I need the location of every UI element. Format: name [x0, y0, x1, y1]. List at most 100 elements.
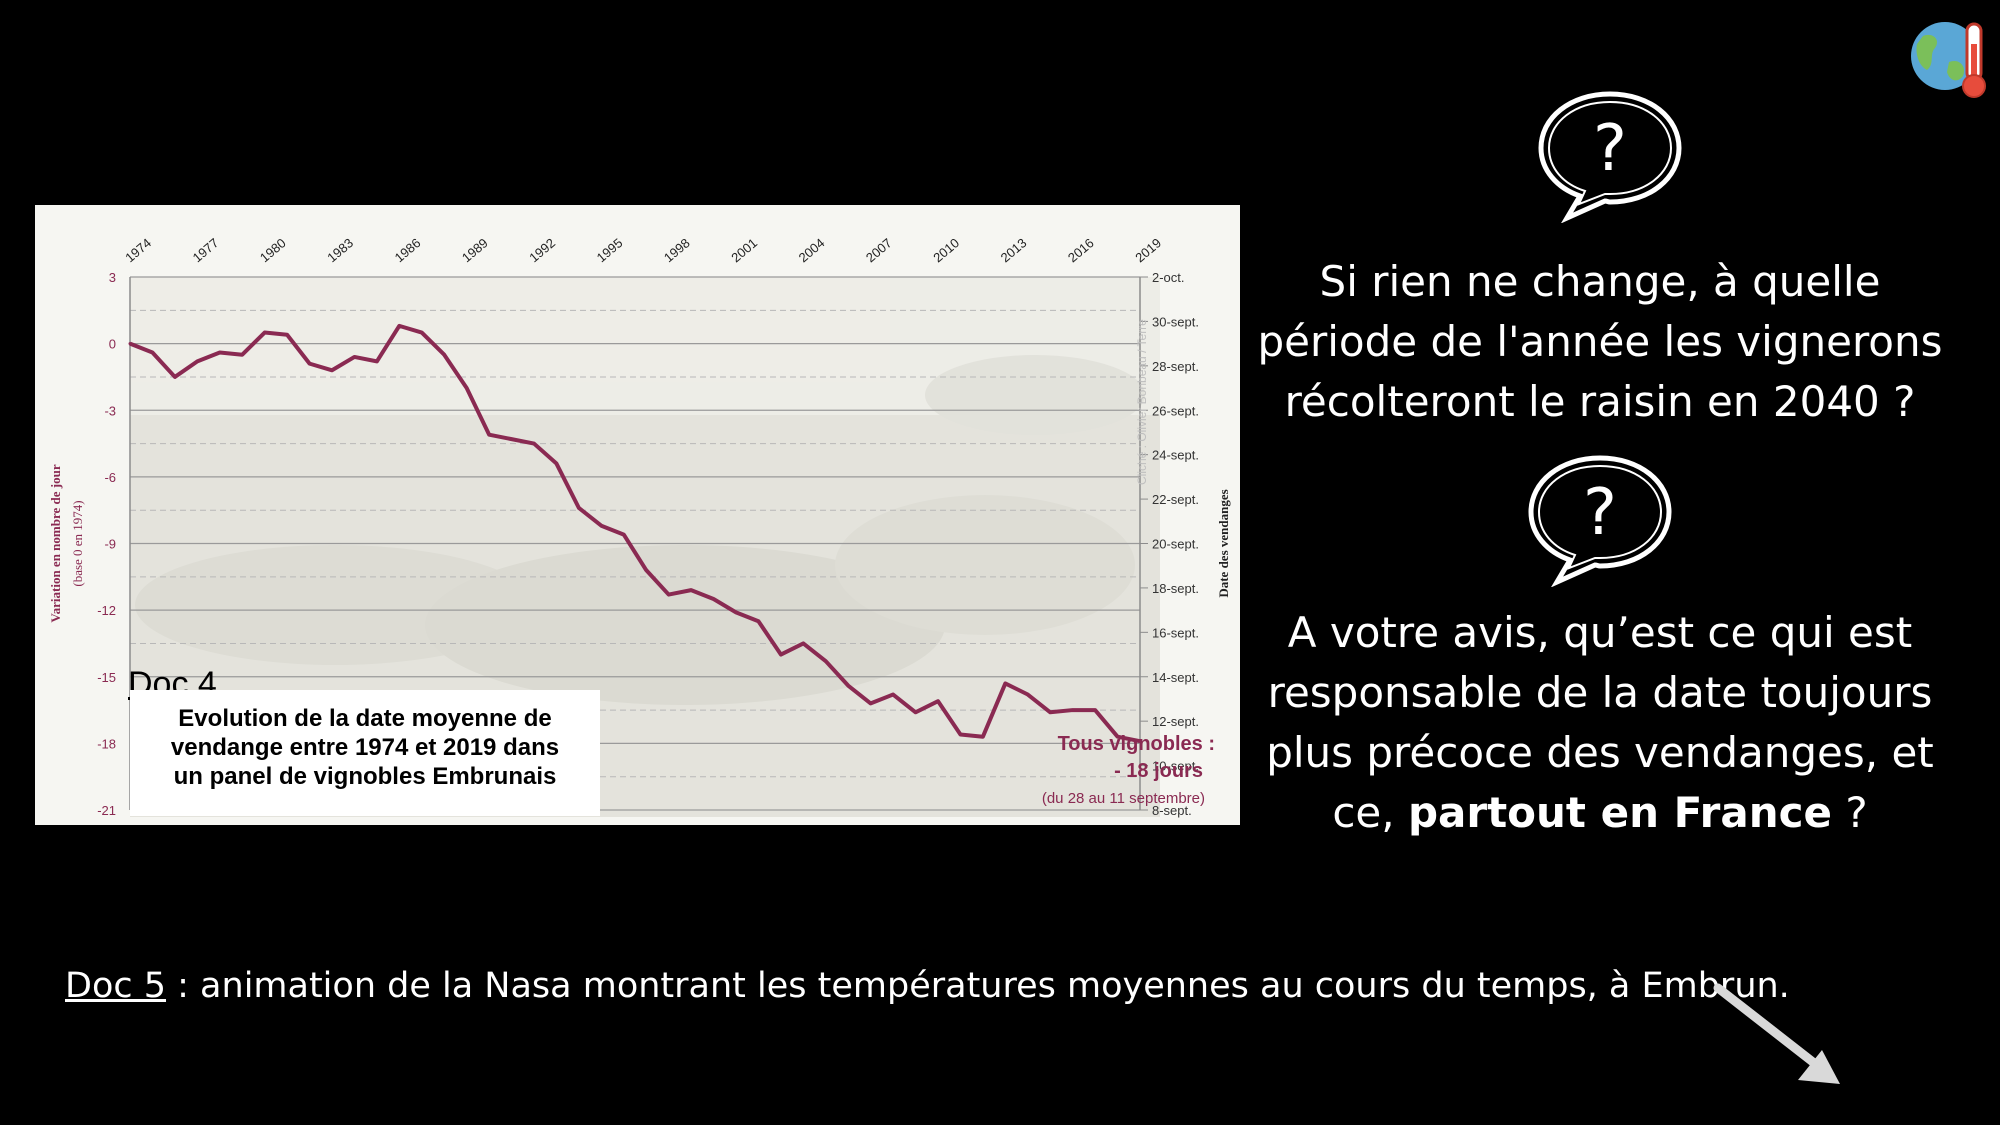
- y2-tick-label: 18-sept.: [1152, 581, 1199, 596]
- y2-tick-label: 8-sept.: [1152, 803, 1192, 818]
- x-tick-label: 2004: [796, 235, 828, 265]
- data-point: [1048, 710, 1052, 714]
- data-point: [308, 362, 312, 366]
- data-point: [577, 506, 581, 510]
- data-point: [465, 386, 469, 390]
- data-point: [554, 462, 558, 466]
- data-point: [599, 524, 603, 528]
- y-tick-label: -18: [97, 736, 116, 751]
- data-point: [1071, 708, 1075, 712]
- data-point: [622, 533, 626, 537]
- y2-tick-label: 26-sept.: [1152, 403, 1199, 418]
- x-tick-label: 1995: [594, 235, 626, 265]
- data-point: [667, 593, 671, 597]
- y-tick-label: -12: [97, 603, 116, 618]
- question-1-line-1: Si rien ne change, à quelle: [1319, 257, 1881, 306]
- data-point: [397, 324, 401, 328]
- y2-tick-label: 10-sept.: [1152, 759, 1199, 774]
- data-point: [869, 701, 873, 705]
- data-point: [218, 351, 222, 355]
- x-tick-label: 1992: [526, 235, 558, 265]
- vineyard-photo-background: [130, 277, 1160, 817]
- y-tick-label: 3: [109, 270, 116, 285]
- x-tick-label: 2001: [728, 235, 760, 265]
- data-point: [173, 375, 177, 379]
- question-1-line-3: récolteront le raisin en 2040 ?: [1284, 377, 1916, 426]
- data-point: [801, 641, 805, 645]
- y-tick-label: -15: [97, 670, 116, 685]
- chart-caption: Evolution de la date moyenne de vendange…: [130, 690, 600, 816]
- data-point: [532, 442, 536, 446]
- data-point: [936, 699, 940, 703]
- data-point: [263, 331, 267, 335]
- y2-tick-label: 24-sept.: [1152, 448, 1199, 463]
- doc5-label: Doc 5: [65, 966, 167, 1006]
- caption-line-1: Evolution de la date moyenne de: [178, 705, 552, 732]
- data-point: [1116, 735, 1120, 739]
- y2-tick-label: 30-sept.: [1152, 314, 1199, 329]
- data-point: [128, 342, 132, 346]
- annotation-value: - 18 jours: [1114, 760, 1203, 782]
- y2-tick-label: 20-sept.: [1152, 537, 1199, 552]
- data-point: [442, 353, 446, 357]
- y2-tick-label: 2-oct.: [1152, 270, 1185, 285]
- question-2-line-4: ce, partout en France ?: [1250, 783, 1950, 843]
- x-tick-label: 1998: [661, 235, 693, 265]
- x-tick-label: 1983: [324, 235, 356, 265]
- question-speech-bubble-icon: ?: [1528, 455, 1672, 587]
- data-point: [734, 610, 738, 614]
- data-point: [846, 684, 850, 688]
- globe-thermometer-icon: [1911, 22, 1986, 98]
- caption-line-3: un panel de vignobles Embrunais: [173, 763, 557, 790]
- data-point: [756, 619, 760, 623]
- x-tick-label: 1989: [459, 235, 491, 265]
- x-tick-label: 1980: [257, 235, 289, 265]
- y2-tick-label: 16-sept.: [1152, 625, 1199, 640]
- question-1: Si rien ne change, à quelle période de l…: [1250, 252, 1950, 432]
- question-speech-bubble-icon: ?: [1538, 91, 1682, 223]
- data-point: [240, 353, 244, 357]
- question-2-suffix: ?: [1831, 788, 1868, 837]
- x-tick-label: 2007: [863, 235, 895, 265]
- x-tick-label: 1977: [190, 235, 222, 265]
- y-axis-title: Variation en nombre de jour: [48, 464, 63, 622]
- y-tick-label: -6: [104, 470, 116, 485]
- series-line: [129, 323, 1141, 744]
- y-axis-subtitle: (base 0 en 1974): [70, 500, 85, 586]
- doc5-caption: Doc 5 : animation de la Nasa montrant le…: [65, 966, 1790, 1006]
- x-tick-label: 2013: [998, 235, 1030, 265]
- question-2-prefix: ce,: [1332, 788, 1408, 837]
- question-2-line-3: plus précoce des vendanges, et: [1266, 728, 1934, 777]
- line-chart: 3 0 -3 -6 -9 -12 -15 -18 -21 2-oct. 30-sept. 28-sep…: [48, 235, 1231, 818]
- doc5-text: : animation de la Nasa montrant les temp…: [166, 966, 1790, 1006]
- data-point: [510, 437, 514, 441]
- data-point: [689, 588, 693, 592]
- data-point: [914, 710, 918, 714]
- data-point: [150, 351, 154, 355]
- question-2-line-2: responsable de la date toujours: [1267, 668, 1933, 717]
- x-tick-label: 1974: [122, 235, 154, 265]
- data-point: [375, 359, 379, 363]
- annotation-range: (du 28 au 11 septembre): [1041, 790, 1205, 807]
- y2-axis-title: Date des vendanges: [1216, 489, 1231, 597]
- svg-text:?: ?: [1593, 112, 1627, 186]
- svg-text:?: ?: [1583, 476, 1617, 550]
- data-point: [779, 653, 783, 657]
- arrow-down-right-icon: [1713, 983, 1840, 1084]
- y-tick-label: -21: [97, 803, 116, 818]
- question-2-line-1: A votre avis, qu’est ce qui est: [1287, 608, 1913, 657]
- y2-tick-label: 14-sept.: [1152, 670, 1199, 685]
- data-point: [487, 433, 491, 437]
- data-point: [891, 693, 895, 697]
- data-point: [1026, 693, 1030, 697]
- y-tick-label: 0: [109, 337, 116, 352]
- question-2-bold: partout en France: [1407, 788, 1832, 837]
- data-point: [195, 359, 199, 363]
- data-point: [958, 732, 962, 736]
- y-tick-label: -9: [104, 537, 116, 552]
- data-point: [285, 333, 289, 337]
- data-point: [352, 355, 356, 359]
- x-tick-label: 2016: [1065, 235, 1097, 265]
- x-tick-label: 1986: [392, 235, 424, 265]
- data-point: [420, 331, 424, 335]
